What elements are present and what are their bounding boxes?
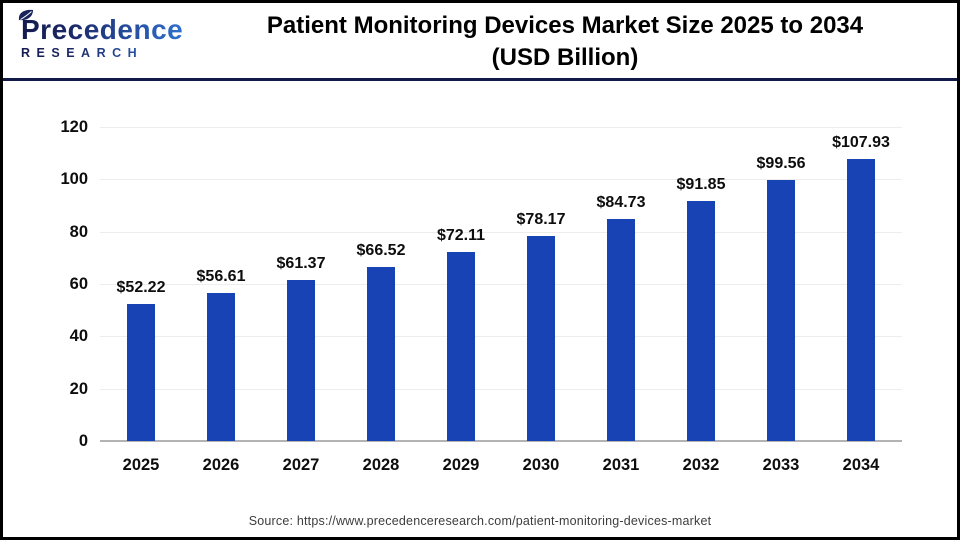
x-tick-label-2030: 2030 (522, 456, 560, 474)
y-tick-label-0: 0 (78, 432, 88, 450)
bar-value-label-2030: $78.17 (516, 211, 566, 229)
chart-title-line2: (USD Billion) (491, 44, 639, 72)
bar-value-label-2031: $84.73 (596, 194, 646, 212)
x-tick-label-2028: 2028 (362, 456, 400, 474)
x-axis-line (100, 440, 902, 442)
bar-2027 (287, 280, 315, 441)
y-tick-label-80: 80 (69, 222, 88, 241)
x-tick-label-2032: 2032 (682, 456, 720, 474)
bar-value-label-2026: $56.61 (196, 267, 246, 285)
x-tick-label-2027: 2027 (282, 456, 320, 474)
chart-title: Patient Monitoring Devices Market Size 2… (193, 10, 937, 75)
gridline-y-20 (100, 388, 902, 390)
precedence-research-logo: Precedence RESEARCH (18, 9, 184, 60)
bar-value-label-2034: $107.93 (832, 133, 890, 151)
gridline-y-60 (100, 284, 902, 285)
x-tick-label-2029: 2029 (442, 456, 480, 474)
header: Precedence RESEARCH Patient Monitoring D… (3, 3, 957, 81)
x-tick-label-2025: 2025 (122, 456, 160, 474)
y-tick-label-120: 120 (60, 118, 88, 136)
bar-2034 (847, 158, 875, 441)
bar-2026 (207, 292, 235, 441)
bar-value-label-2033: $99.56 (756, 155, 806, 173)
bar-value-label-2029: $72.11 (436, 227, 486, 245)
x-tick-label-2033: 2033 (762, 456, 800, 474)
bar-value-label-2028: $66.52 (356, 241, 406, 259)
gridline-y-120 (100, 127, 902, 128)
y-tick-label-100: 100 (60, 170, 88, 189)
bar-value-label-2027: $61.37 (276, 255, 326, 273)
bar-value-label-2025: $52.22 (116, 279, 166, 297)
bar-value-label-2032: $91.85 (676, 175, 726, 193)
bar-2025 (127, 304, 155, 441)
bar-2032 (687, 200, 715, 441)
bar-2033 (767, 180, 795, 441)
gridline-y-100 (100, 179, 902, 181)
logo-subtitle: RESEARCH (21, 47, 183, 60)
source-attribution: Source: https://www.precedenceresearch.c… (248, 514, 712, 528)
gridline-y-80 (100, 231, 902, 233)
x-tick-label-2026: 2026 (202, 456, 240, 474)
y-tick-label-60: 60 (69, 275, 88, 293)
logo-wordmark: Precedence (21, 14, 184, 45)
footer: Source: https://www.precedenceresearch.c… (3, 512, 957, 530)
bar-2028 (367, 266, 395, 441)
bar-2029 (447, 252, 475, 441)
x-tick-label-2034: 2034 (842, 456, 880, 474)
x-tick-label-2031: 2031 (602, 456, 640, 474)
gridline-y-40 (100, 336, 902, 338)
y-tick-label-40: 40 (69, 327, 88, 346)
bar-chart: 0 20 40 60 80 100 120 $52.22 2025 $56.61 2026 $61.3… (3, 3, 957, 537)
chart-title-line1: Patient Monitoring Devices Market Size 2… (266, 12, 864, 39)
bar-2030 (527, 236, 555, 441)
y-tick-label-20: 20 (69, 379, 88, 398)
bar-2031 (607, 219, 635, 441)
